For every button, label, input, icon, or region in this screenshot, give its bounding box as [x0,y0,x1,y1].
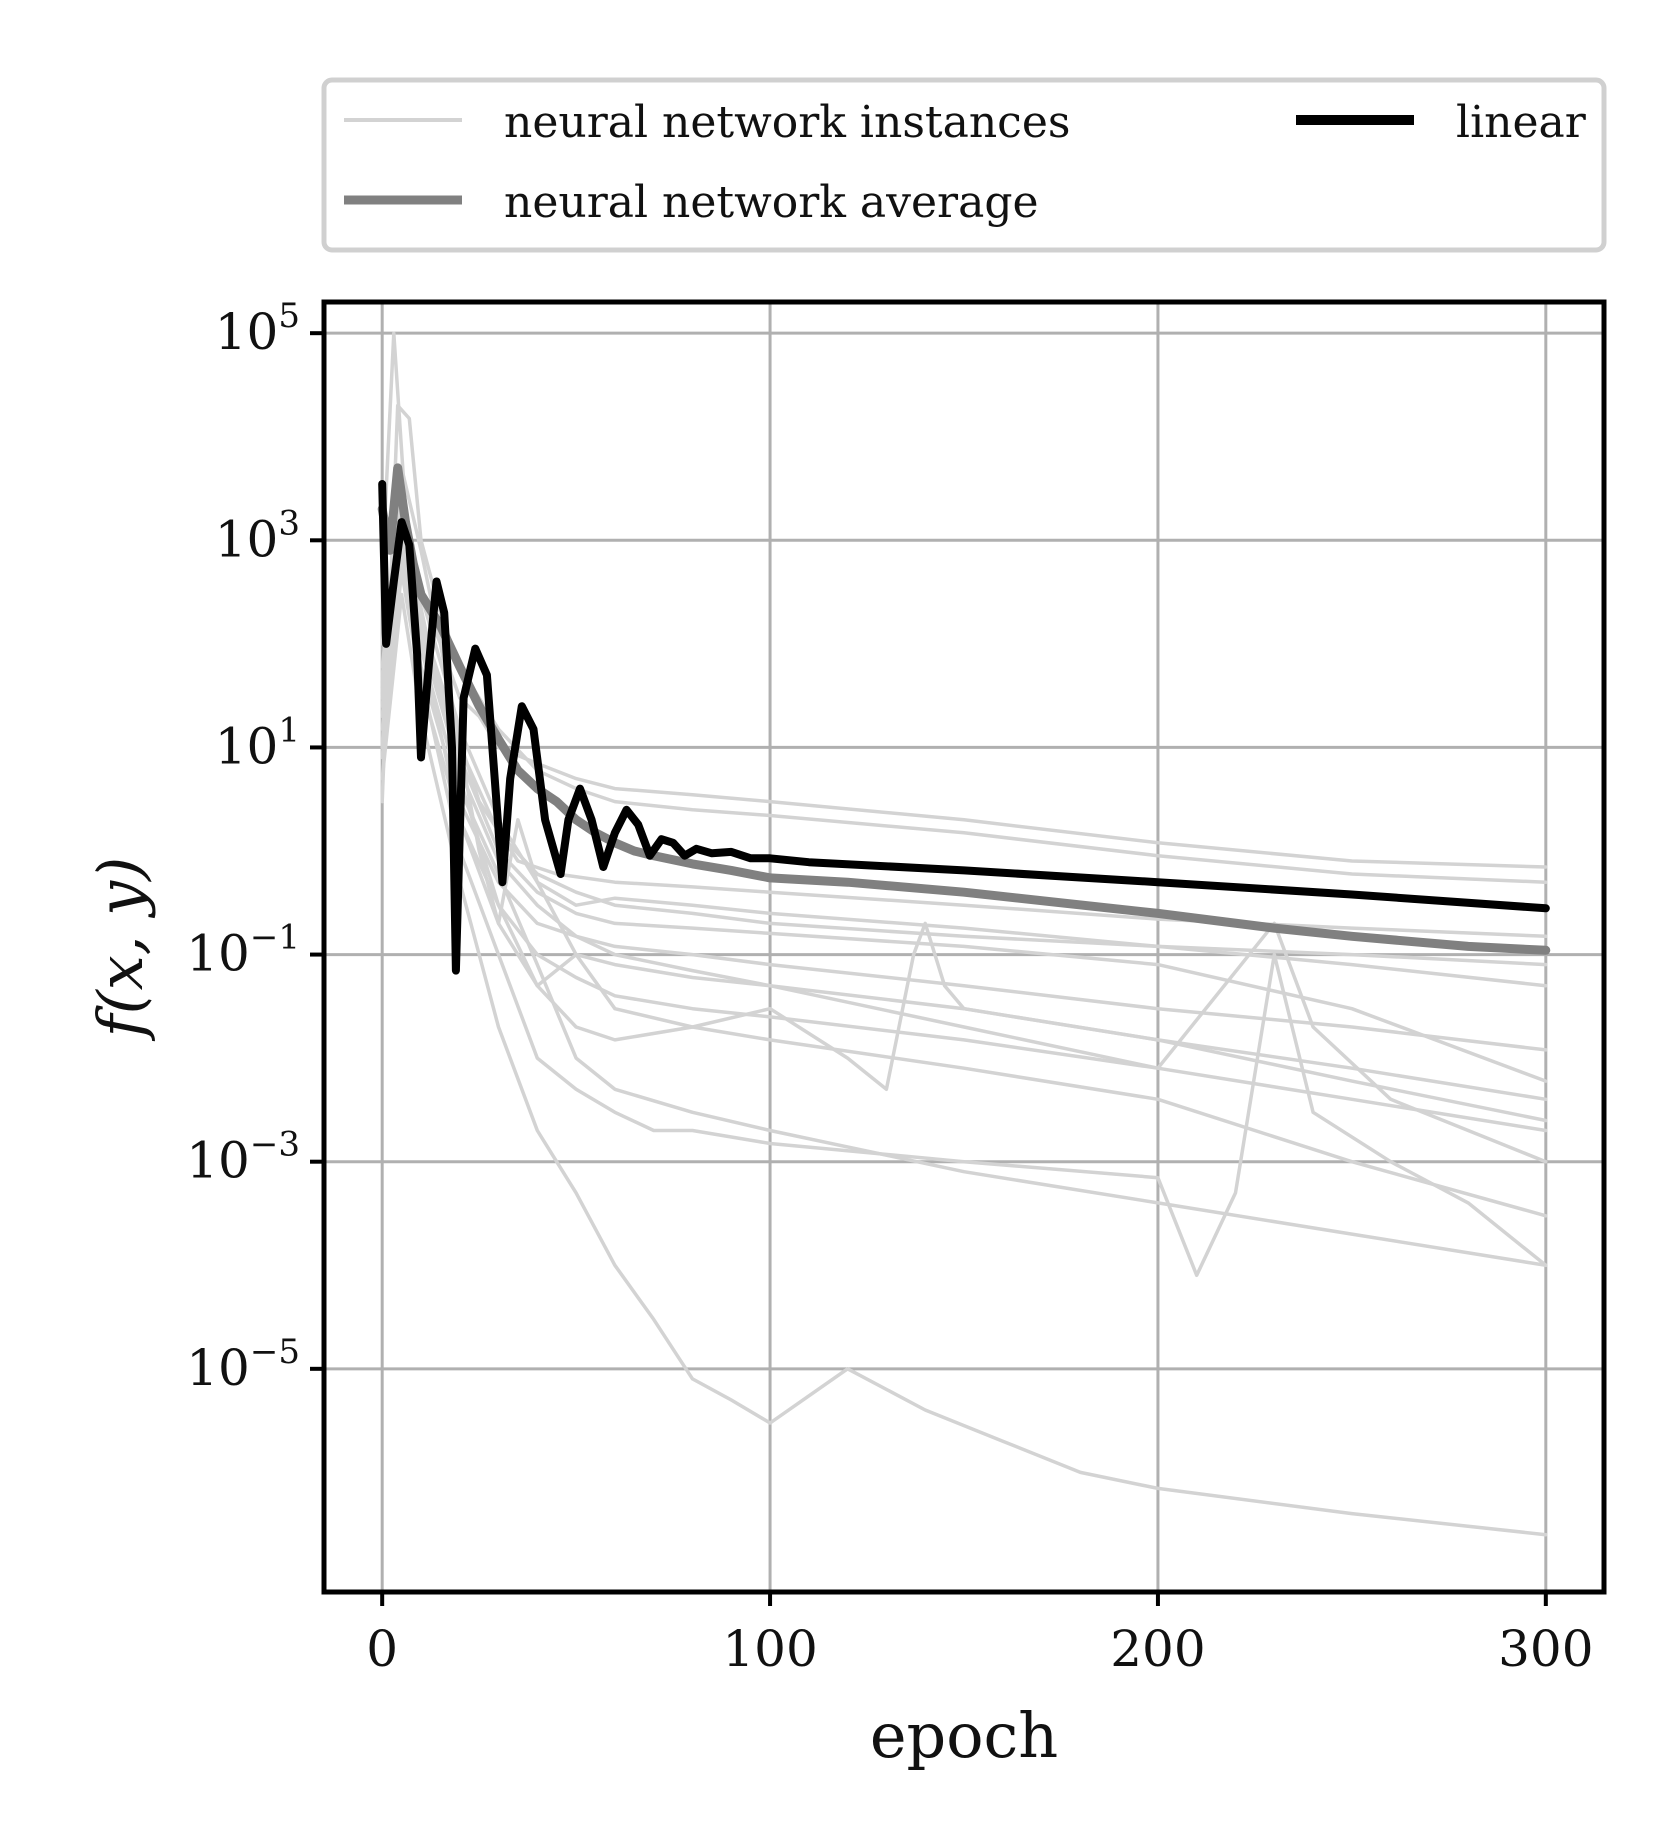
y-tick-label: 10−5 [186,1332,300,1397]
series-line-instance [380,331,1548,869]
y-tick-label: 105 [215,296,300,361]
x-tick-label: 100 [722,1620,817,1678]
y-axis-title: f(x, y) [84,857,157,1042]
series-line-instance [380,548,1548,1278]
series-line-instance [380,592,1548,1537]
y-tick-label: 10−1 [186,918,300,983]
y-axis-ticks: 105 103 101 10−1 10−3 10−5 [186,296,324,1397]
legend-label-linear: linear [1456,97,1587,148]
x-axis-ticks: 0 100 200 300 [366,1592,1594,1678]
y-tick-label: 103 [215,503,300,568]
x-tick-label: 300 [1498,1620,1593,1678]
legend-label-instances: neural network instances [504,97,1070,148]
series-line-average [377,463,1551,955]
series-line-instance [380,466,1548,988]
plot-frame [321,299,1607,1595]
legend-label-average: neural network average [504,177,1039,228]
series-line-linear [378,480,1550,975]
series-line-instance [380,497,1548,1218]
legend-item-instances: neural network instances [344,97,1070,148]
legend-item-linear: linear [1296,97,1587,148]
series-layer [377,331,1551,1537]
series-line-instance [380,530,1548,1123]
legend-frame [321,77,1607,253]
x-axis-title: epoch [870,1699,1058,1772]
y-tick-label: 101 [215,710,300,775]
x-tick-label: 0 [366,1620,398,1678]
series-line-instance [380,403,1548,884]
legend-item-average: neural network average [344,177,1039,228]
legend: neural network instances neural network … [321,77,1607,253]
y-tick-label: 10−3 [186,1125,300,1190]
x-tick-label: 200 [1110,1620,1205,1678]
